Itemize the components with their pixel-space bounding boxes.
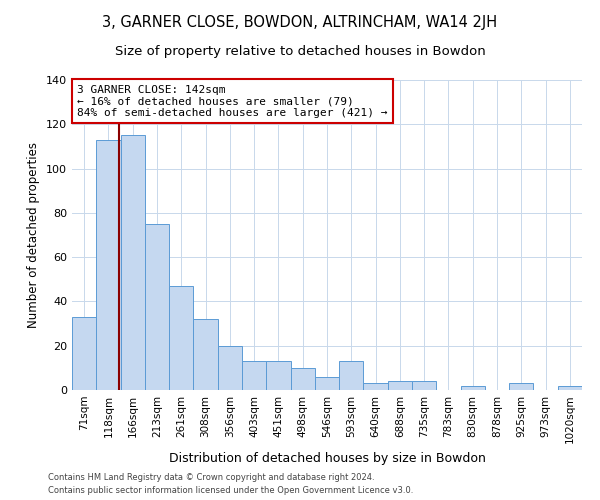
Bar — [558, 386, 582, 390]
Bar — [72, 317, 96, 390]
Bar — [364, 384, 388, 390]
Bar — [266, 361, 290, 390]
Bar — [242, 361, 266, 390]
Bar — [121, 136, 145, 390]
Bar — [218, 346, 242, 390]
Text: Contains public sector information licensed under the Open Government Licence v3: Contains public sector information licen… — [48, 486, 413, 495]
Bar — [339, 361, 364, 390]
Bar — [461, 386, 485, 390]
Bar — [193, 319, 218, 390]
Text: Size of property relative to detached houses in Bowdon: Size of property relative to detached ho… — [115, 45, 485, 58]
X-axis label: Distribution of detached houses by size in Bowdon: Distribution of detached houses by size … — [169, 452, 485, 464]
Bar — [388, 381, 412, 390]
Bar — [169, 286, 193, 390]
Text: Contains HM Land Registry data © Crown copyright and database right 2024.: Contains HM Land Registry data © Crown c… — [48, 474, 374, 482]
Text: 3, GARNER CLOSE, BOWDON, ALTRINCHAM, WA14 2JH: 3, GARNER CLOSE, BOWDON, ALTRINCHAM, WA1… — [103, 15, 497, 30]
Y-axis label: Number of detached properties: Number of detached properties — [28, 142, 40, 328]
Bar — [96, 140, 121, 390]
Bar — [145, 224, 169, 390]
Bar — [509, 384, 533, 390]
Bar — [412, 381, 436, 390]
Bar — [290, 368, 315, 390]
Text: 3 GARNER CLOSE: 142sqm
← 16% of detached houses are smaller (79)
84% of semi-det: 3 GARNER CLOSE: 142sqm ← 16% of detached… — [77, 84, 388, 118]
Bar — [315, 376, 339, 390]
